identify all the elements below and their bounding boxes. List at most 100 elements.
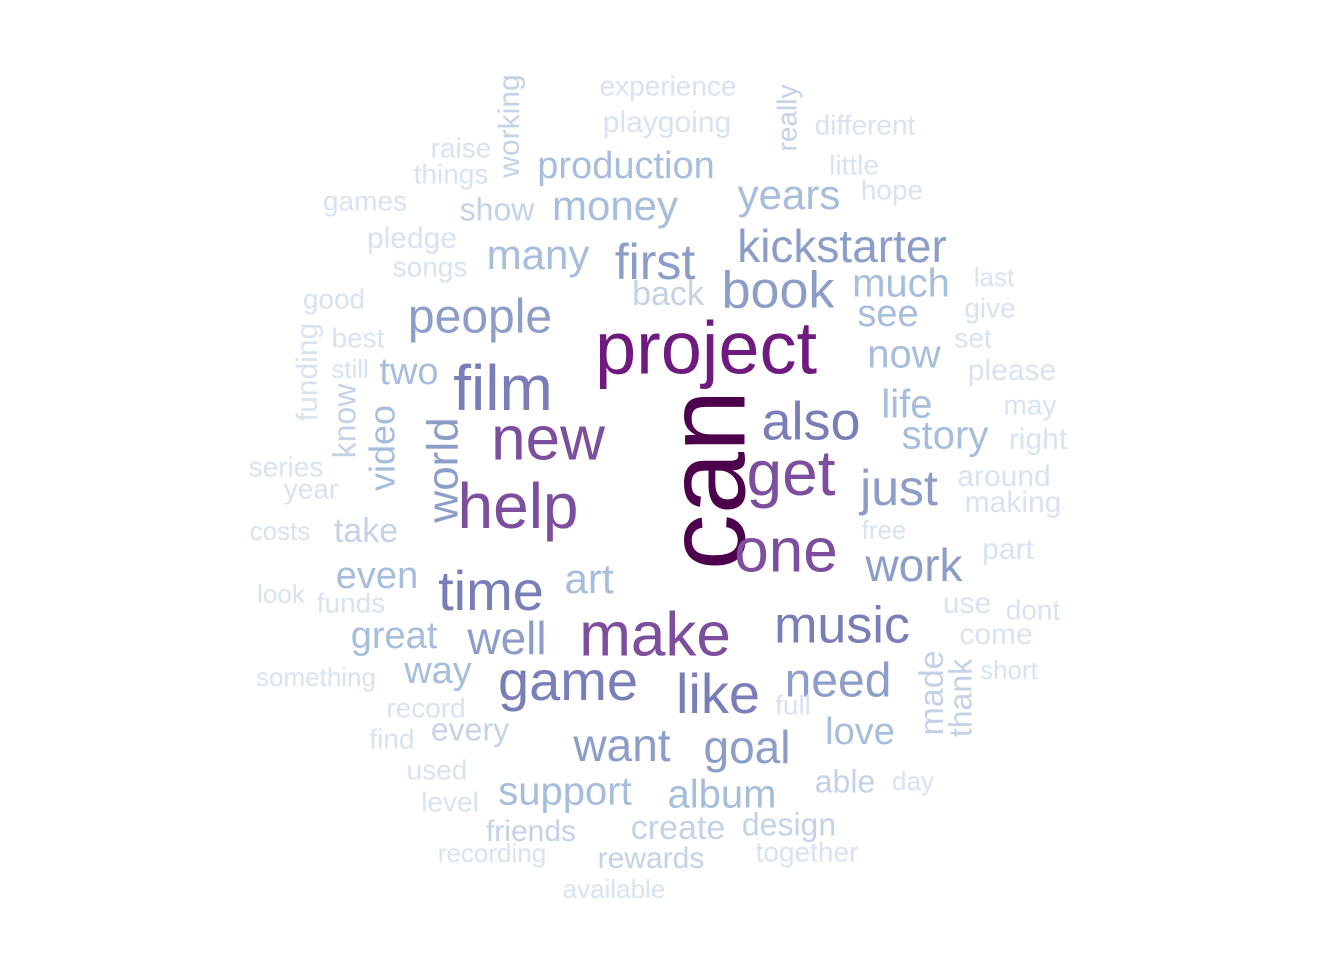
word-people: people [408,291,552,344]
word-video: video [362,405,403,491]
word-different: different [815,109,916,140]
word-friends: friends [486,815,576,848]
word-able: able [815,763,876,799]
word-see: see [857,293,918,335]
word-games: games [323,185,407,216]
word-one: one [734,516,837,585]
word-design: design [742,806,836,842]
word-book: book [722,262,836,320]
word-money: money [552,182,678,229]
word-just: just [858,460,938,516]
word-still: still [331,354,369,384]
word-made: made [913,650,951,735]
word-know: know [326,383,362,459]
word-also: also [761,391,860,451]
word-want: want [572,719,670,771]
word-game: game [498,649,638,712]
word-recording: recording [438,838,546,868]
word-great: great [351,615,438,657]
word-playgoing: playgoing [603,106,731,139]
word-two: two [379,351,438,393]
word-can: can [644,390,769,571]
word-way: way [403,650,472,692]
word-show: show [460,191,536,227]
word-time: time [438,559,544,622]
word-look: look [257,579,306,609]
word-hope: hope [861,174,923,205]
word-story: story [902,414,989,458]
word-now: now [867,333,940,377]
word-take: take [334,512,398,550]
word-costs: costs [250,516,311,546]
word-even: even [336,555,418,597]
word-part: part [982,533,1034,566]
word-first: first [615,234,696,290]
word-day: day [892,766,934,796]
word-production: production [537,145,714,187]
word-well: well [466,612,546,664]
word-many: many [487,231,590,278]
word-work: work [864,539,963,591]
word-good: good [303,283,365,314]
word-funding: funding [291,323,324,421]
word-series: series [249,451,324,482]
word-please: please [968,354,1056,387]
word-available: available [563,874,666,904]
word-something: something [256,662,376,692]
word-life: life [881,383,932,427]
word-last: last [974,262,1015,292]
word-thank: thank [942,658,978,737]
word-project: project [595,307,818,390]
word-songs: songs [393,251,468,282]
word-raise: raise [431,132,492,163]
word-full: full [775,689,811,720]
word-new: new [491,404,605,473]
word-goal: goal [704,721,791,773]
word-world: world [419,417,468,523]
word-years: years [738,171,841,218]
word-together: together [756,836,859,867]
word-working: working [493,74,526,178]
word-level: level [421,786,479,817]
word-set: set [954,322,992,353]
word-help: help [458,470,579,542]
word-making: making [965,486,1062,519]
word-get: get [747,437,836,509]
word-around: around [957,460,1050,493]
word-need: need [785,655,892,708]
word-really: really [771,85,802,152]
word-every: every [431,711,509,747]
word-right: right [1009,423,1068,456]
word-pledge: pledge [367,222,457,255]
word-short: short [980,655,1039,685]
word-find: find [369,723,414,754]
word-create: create [631,809,726,847]
word-come: come [959,618,1032,651]
word-kickstarter: kickstarter [737,220,947,272]
word-love: love [825,711,895,753]
word-used: used [407,754,468,785]
word-record: record [386,692,465,723]
word-music: music [774,597,910,655]
word-film: film [453,352,553,424]
word-like: like [676,662,760,725]
word-make: make [579,600,731,669]
word-things: things [414,158,489,189]
word-much: much [852,262,950,306]
word-may: may [1004,389,1057,420]
word-free: free [862,515,907,545]
word-give: give [964,292,1015,323]
word-album: album [668,773,777,817]
word-best: best [332,322,385,353]
word-back: back [632,275,705,313]
word-funds: funds [317,587,386,618]
word-art: art [564,555,613,602]
word-support: support [498,770,631,814]
word-use: use [943,587,991,620]
word-little: little [829,149,879,180]
word-year: year [284,473,338,504]
word-rewards: rewards [598,842,705,875]
word-experience: experience [600,70,737,101]
word-dont: dont [1006,594,1061,625]
